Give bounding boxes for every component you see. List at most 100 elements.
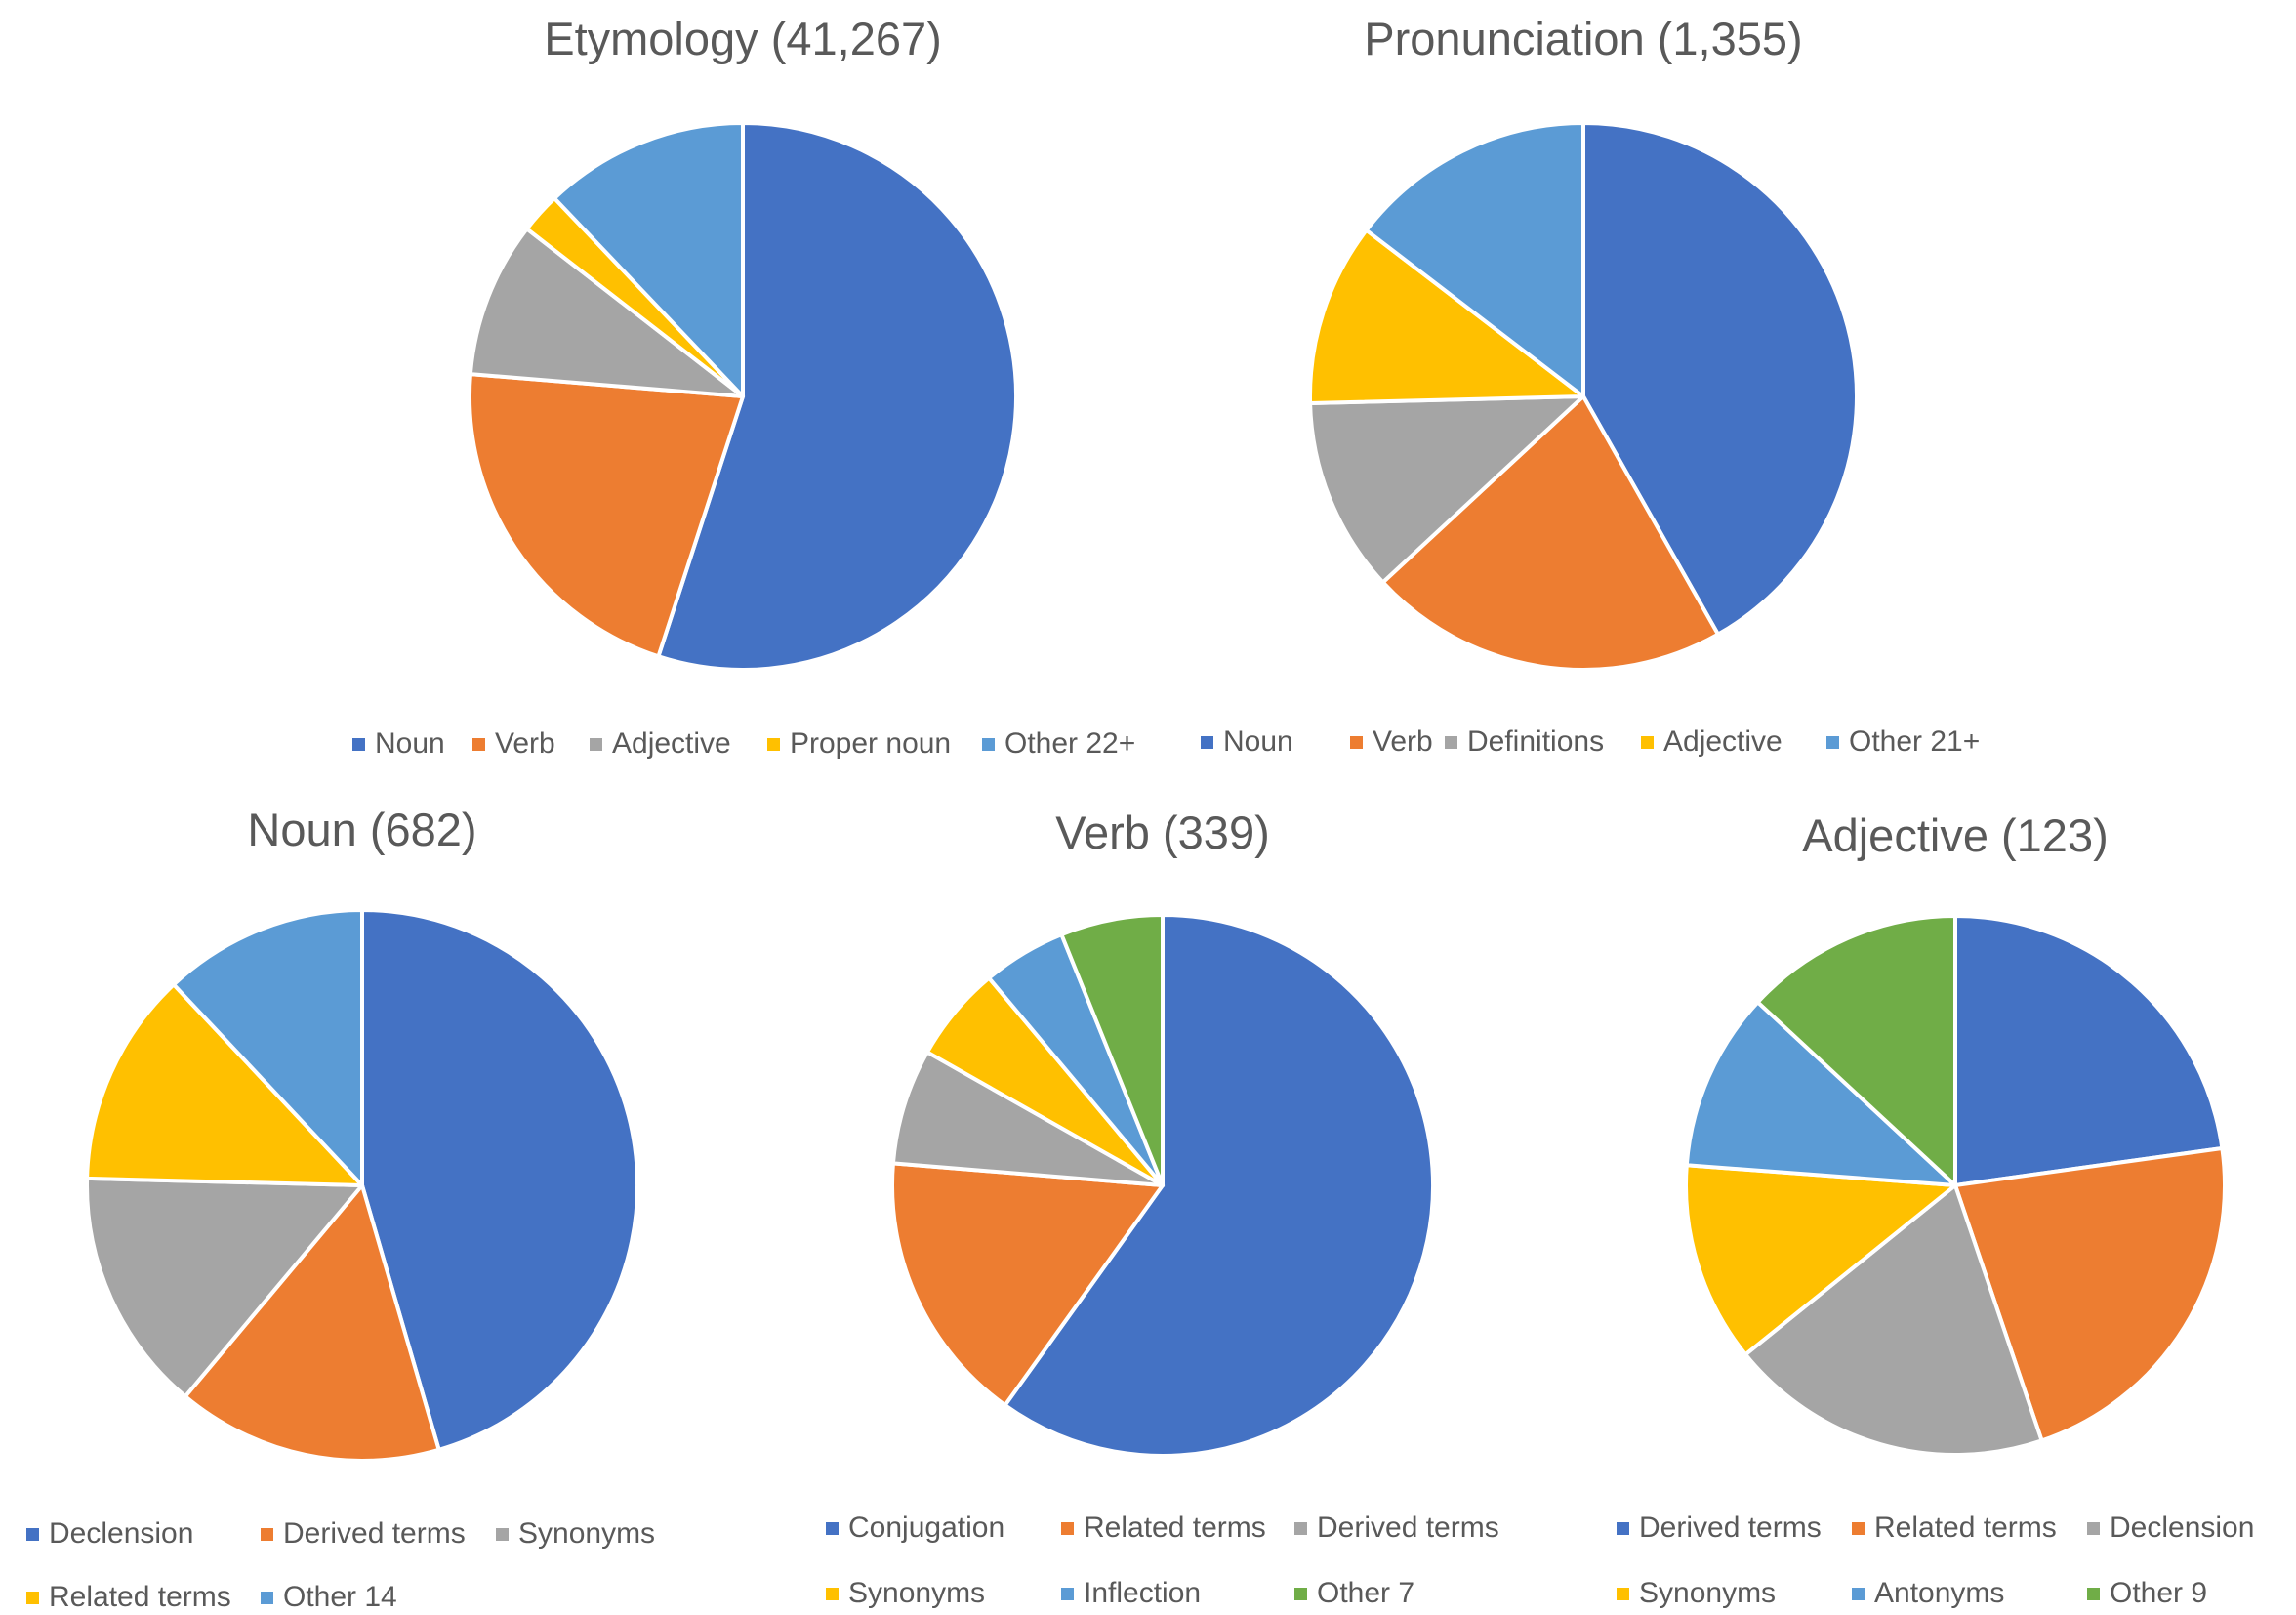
legend-swatch	[1852, 1587, 1865, 1600]
legend-swatch	[1294, 1521, 1307, 1535]
legend-item-noun-related-terms: Related terms	[26, 1581, 231, 1614]
legend-item-adjective-derived-terms: Derived terms	[1617, 1511, 1822, 1545]
legend-label: Adjective	[612, 727, 731, 760]
legend-swatch	[826, 1587, 839, 1600]
pie-slice-pronunciation-verb	[1380, 394, 1720, 672]
legend-item-adjective-synonyms: Synonyms	[1617, 1577, 1776, 1610]
legend-item-verb-related-terms: Related terms	[1061, 1511, 1266, 1545]
legend-swatch	[1641, 735, 1654, 749]
pie-slice-noun-other-14	[171, 908, 364, 1187]
legend-item-pronunciation-noun: Noun	[1201, 725, 1293, 759]
legend-swatch	[26, 1591, 39, 1604]
legend-swatch	[26, 1527, 39, 1541]
legend-item-adjective-related-terms: Related terms	[1852, 1511, 2057, 1545]
legend-swatch	[261, 1527, 273, 1541]
legend-swatch	[1201, 735, 1213, 749]
legend-swatch	[1061, 1521, 1074, 1535]
legend-label: Synonyms	[1639, 1577, 1777, 1609]
legend-swatch	[2087, 1587, 2100, 1600]
legend-label: Related terms	[1084, 1511, 1266, 1544]
legend-swatch	[1061, 1587, 1074, 1600]
legend-label: Declension	[2110, 1511, 2255, 1544]
legend-swatch	[2087, 1521, 2100, 1535]
chart-title-adjective: Adjective (123)	[1802, 809, 2109, 861]
pie-slice-pronunciation-other-21	[1364, 121, 1585, 398]
chart-title-pronunciation: Pronunciation (1,355)	[1364, 13, 1803, 64]
pie-slice-etymology-noun	[656, 121, 1018, 672]
legend-item-pronunciation-definitions: Definitions	[1445, 725, 1604, 759]
chart-title-noun: Noun (682)	[247, 804, 477, 855]
legend-swatch	[1350, 735, 1363, 749]
legend-item-verb-inflection: Inflection	[1061, 1577, 1201, 1610]
legend-item-verb-derived-terms: Derived terms	[1294, 1511, 1499, 1545]
legend-swatch	[1617, 1587, 1629, 1600]
legend-label: Other 21+	[1849, 725, 1981, 758]
legend-item-etymology-proper-noun: Proper noun	[767, 727, 951, 761]
legend-swatch	[826, 1521, 839, 1535]
pie-slice-adjective-other-9	[1755, 914, 1957, 1187]
legend-item-noun-synonyms: Synonyms	[496, 1517, 655, 1551]
legend-swatch	[1445, 735, 1457, 749]
legend-label: Verb	[1373, 725, 1433, 758]
pie-slice-verb-derived-terms	[890, 1050, 1165, 1187]
legend-item-noun-declension: Declension	[26, 1517, 193, 1551]
legend-swatch	[1294, 1587, 1307, 1600]
legend-item-verb-other-7: Other 7	[1294, 1577, 1414, 1610]
legend-swatch	[472, 737, 485, 751]
legend-item-etymology-adjective: Adjective	[590, 727, 731, 761]
legend-swatch	[352, 737, 365, 751]
legend-swatch	[496, 1527, 509, 1541]
legend-item-noun-derived-terms: Derived terms	[261, 1517, 466, 1551]
legend-label: Other 9	[2110, 1577, 2208, 1609]
pie-slice-etymology-verb	[468, 372, 745, 659]
legend-label: Synonyms	[518, 1517, 656, 1550]
legend-label: Other 14	[283, 1581, 397, 1613]
legend-swatch	[1826, 735, 1839, 749]
legend-label: Antonyms	[1874, 1577, 2005, 1609]
pie-slice-adjective-synonyms	[1684, 1163, 1957, 1357]
legend-item-pronunciation-adjective: Adjective	[1641, 725, 1783, 759]
pie-slice-adjective-derived-terms	[1953, 914, 2225, 1187]
legend-item-pronunciation-other-21: Other 21+	[1826, 725, 1980, 759]
pie-slice-noun-derived-terms	[183, 1183, 441, 1463]
legend-swatch	[1617, 1521, 1629, 1535]
legend-item-etymology-other-22: Other 22+	[982, 727, 1135, 761]
legend-label: Declension	[49, 1517, 194, 1550]
legend-swatch	[1852, 1521, 1865, 1535]
legend-label: Conjugation	[848, 1511, 1005, 1544]
pie-slice-etymology-other-22	[553, 121, 745, 398]
pie-slice-pronunciation-noun	[1581, 121, 1859, 637]
legend-label: Derived terms	[1317, 1511, 1499, 1544]
pie-slice-etymology-adjective	[468, 227, 745, 398]
pie-slice-noun-synonyms	[85, 1176, 364, 1399]
legend-item-adjective-antonyms: Antonyms	[1852, 1577, 2004, 1610]
chart-title-etymology: Etymology (41,267)	[544, 13, 942, 64]
pie-slice-adjective-related-terms	[1953, 1145, 2227, 1443]
legend-label: Derived terms	[1639, 1511, 1822, 1544]
legend-label: Verb	[495, 727, 555, 760]
legend-swatch	[261, 1591, 273, 1604]
legend-label: Definitions	[1467, 725, 1605, 758]
legend-item-pronunciation-verb: Verb	[1350, 725, 1433, 759]
legend-label: Other 7	[1317, 1577, 1415, 1609]
legend-item-etymology-noun: Noun	[352, 727, 445, 761]
legend-label: Inflection	[1084, 1577, 1202, 1609]
pie-slice-adjective-declension	[1743, 1183, 2044, 1457]
pie-slice-verb-conjugation	[1003, 913, 1435, 1458]
legend-swatch	[767, 737, 780, 751]
legend-label: Derived terms	[283, 1517, 466, 1550]
pie-slice-verb-other-7	[1059, 913, 1165, 1187]
legend-item-noun-other-14: Other 14	[261, 1581, 397, 1614]
legend-label: Synonyms	[848, 1577, 986, 1609]
pie-slice-pronunciation-adjective	[1308, 228, 1585, 406]
pie-slice-pronunciation-definitions	[1308, 394, 1585, 585]
pie-slice-noun-declension	[360, 908, 639, 1452]
pie-slice-verb-related-terms	[890, 1161, 1165, 1408]
legend-label: Other 22+	[1004, 727, 1136, 760]
legend-swatch	[590, 737, 602, 751]
pie-slice-noun-related-terms	[85, 982, 364, 1187]
legend-label: Noun	[375, 727, 445, 760]
legend-item-etymology-verb: Verb	[472, 727, 555, 761]
legend-swatch	[982, 737, 995, 751]
